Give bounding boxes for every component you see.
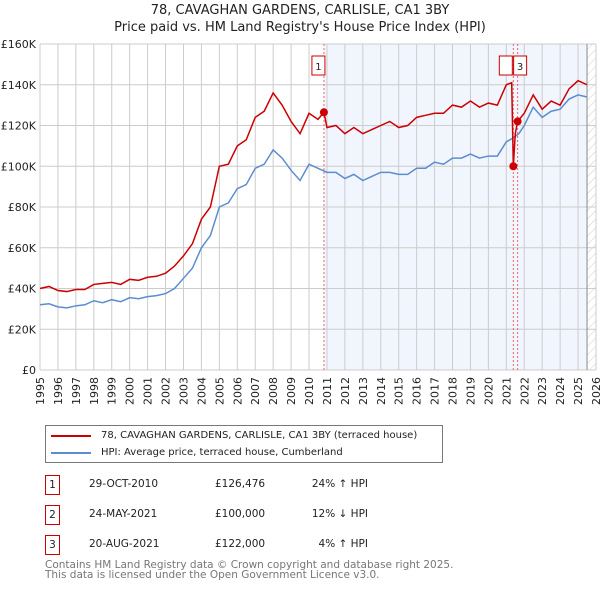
x-tick-label: 2002 <box>160 377 173 405</box>
transaction-date: 29-OCT-2010 <box>89 478 158 490</box>
transaction-point <box>513 117 522 126</box>
x-tick-label: 2015 <box>393 377 406 405</box>
x-tick-label: 2008 <box>267 377 280 405</box>
x-tick-label: 1995 <box>34 377 47 405</box>
transaction-number: 2 <box>45 505 60 525</box>
hpi-line <box>39 94 588 309</box>
chart-title: 78, CAVAGHAN GARDENS, CARLISLE, CA1 3BY <box>150 3 450 18</box>
transaction-date: 24-MAY-2021 <box>89 508 158 520</box>
x-tick-label: 1999 <box>106 377 119 405</box>
chart-subtitle: Price paid vs. HM Land Registry's House … <box>114 20 486 35</box>
y-tick-label: £100K <box>1 160 37 173</box>
x-tick-label: 2001 <box>142 377 155 405</box>
property-line <box>39 79 588 293</box>
chart-plot: 1995 1996 1997 1998 1999 2000 2001 2002 2003 2004… <box>1 38 600 405</box>
x-tick-label: 2010 <box>303 377 316 405</box>
transaction-hpi: 4% ↑ HPI <box>318 538 368 550</box>
x-tick-label: 2007 <box>249 377 262 405</box>
transaction-price: £122,000 <box>215 538 266 550</box>
x-tick-label: 2018 <box>447 377 460 405</box>
transaction-number: 1 <box>45 475 60 495</box>
x-tick-label: 1996 <box>52 377 65 405</box>
x-tick-label: 1997 <box>70 377 83 405</box>
y-tick-label: £120K <box>1 120 37 133</box>
x-tick-label: 2003 <box>177 377 190 405</box>
x-tick-label: 2020 <box>482 377 495 405</box>
x-tick-label: 2004 <box>195 377 208 405</box>
transaction-price: £126,476 <box>215 478 266 490</box>
transaction-point <box>319 108 328 117</box>
x-tick-label: 2022 <box>518 377 531 405</box>
x-tick-label: 2005 <box>213 377 226 405</box>
y-tick-label: £40K <box>8 283 37 296</box>
transaction-hpi: 12% ↓ HPI <box>311 508 368 520</box>
x-tick-label: 2009 <box>285 377 298 405</box>
y-tick-label: £80K <box>8 201 37 214</box>
y-tick-label: £60K <box>8 242 37 255</box>
y-tick-label: £140K <box>1 79 37 92</box>
x-tick-label: 2026 <box>590 377 600 405</box>
x-tick-label: 2019 <box>464 377 477 405</box>
legend: 78, CAVAGHAN GARDENS, CARLISLE, CA1 3BY … <box>45 425 443 463</box>
x-tick-label: 2000 <box>124 377 137 405</box>
footer: Contains HM Land Registry data © Crown c… <box>45 559 454 581</box>
y-tick-label: £160K <box>1 38 37 51</box>
transaction-point <box>509 162 518 171</box>
x-tick-label: 2006 <box>231 377 244 405</box>
transaction-hpi: 24% ↑ HPI <box>311 478 368 490</box>
transaction-marker-label: 1 <box>315 62 321 73</box>
transaction-date: 20-AUG-2021 <box>89 538 160 550</box>
x-tick-label: 2024 <box>554 377 567 405</box>
x-tick-label: 2023 <box>536 377 549 405</box>
transaction-marker-box <box>498 55 513 76</box>
x-tick-label: 1998 <box>88 377 101 405</box>
transaction-marker-box <box>311 55 326 76</box>
x-tick-label: 2017 <box>429 377 442 405</box>
x-tick-label: 2013 <box>357 377 370 405</box>
transaction-marker-box <box>513 55 528 76</box>
transaction-number: 3 <box>45 535 60 555</box>
y-tick-label: £0 <box>22 364 36 377</box>
x-tick-label: 2021 <box>500 377 513 405</box>
x-tick-label: 2011 <box>321 377 334 405</box>
transaction-price: £100,000 <box>215 508 266 520</box>
x-tick-label: 2012 <box>339 377 352 405</box>
x-tick-label: 2025 <box>572 377 585 405</box>
y-tick-label: £20K <box>8 323 37 336</box>
x-tick-label: 2016 <box>411 377 424 405</box>
x-tick-label: 2014 <box>375 377 388 405</box>
transaction-marker-label: 3 <box>517 62 523 73</box>
